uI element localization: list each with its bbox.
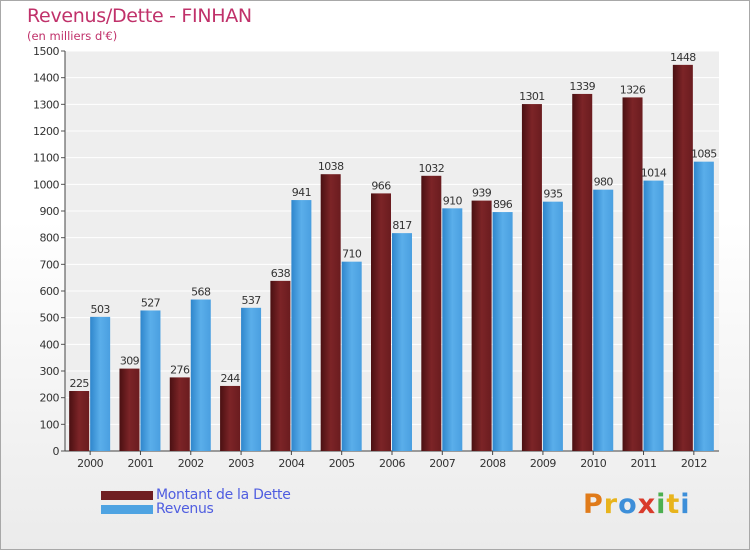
bar-debt <box>270 280 291 451</box>
legend-swatch-debt <box>101 490 153 500</box>
x-tick-label: 2006 <box>379 457 405 470</box>
data-label-revenue: 980 <box>594 176 614 189</box>
x-tick-label: 2008 <box>480 457 506 470</box>
logo-letter: r <box>603 489 619 520</box>
data-label-debt: 1301 <box>519 90 545 103</box>
logo-letter: t <box>666 489 681 520</box>
data-label-debt: 309 <box>120 355 140 368</box>
legend-item-debt: Montant de la Dette <box>101 487 291 503</box>
data-label-debt: 1448 <box>670 51 696 64</box>
data-label-revenue: 1085 <box>691 148 717 161</box>
x-tick-label: 2003 <box>228 457 254 470</box>
legend-label-revenue: Revenus <box>156 501 214 517</box>
bar-debt <box>119 368 140 451</box>
y-tick-label: 0 <box>53 445 60 458</box>
y-tick-label: 800 <box>40 232 60 245</box>
data-label-revenue: 537 <box>241 294 261 307</box>
data-label-revenue: 896 <box>493 198 513 211</box>
y-tick-label: 900 <box>40 205 60 218</box>
chart-subtitle: (en milliers d'€) <box>27 29 118 43</box>
y-tick-label: 700 <box>40 258 60 271</box>
bar-revenue <box>593 189 614 451</box>
data-label-debt: 244 <box>220 372 240 385</box>
x-tick-label: 2005 <box>329 457 355 470</box>
data-label-debt: 225 <box>70 377 90 390</box>
x-tick-label: 2010 <box>580 457 606 470</box>
logo-letter: i <box>680 489 691 520</box>
y-tick-label: 1200 <box>33 125 59 138</box>
x-tick-label: 2007 <box>429 457 455 470</box>
data-label-debt: 1326 <box>620 83 646 96</box>
bar-revenue <box>643 180 664 451</box>
data-label-revenue: 935 <box>543 188 563 201</box>
bar-revenue <box>341 261 362 451</box>
bar-revenue <box>392 233 412 451</box>
legend-item-revenue: Revenus <box>101 501 214 517</box>
bar-revenue <box>90 316 111 451</box>
bar-revenue <box>542 201 563 451</box>
x-tick-label: 2012 <box>681 457 707 470</box>
logo-letter: x <box>637 489 657 520</box>
bar-debt <box>169 377 190 451</box>
x-tick-label: 2001 <box>127 457 153 470</box>
data-label-revenue: 941 <box>292 186 311 199</box>
bar-debt <box>672 64 693 451</box>
bar-revenue <box>291 200 312 451</box>
data-label-revenue: 527 <box>141 296 161 309</box>
bar-debt <box>69 391 90 451</box>
bar-debt <box>371 193 391 451</box>
x-tick-label: 2009 <box>530 457 556 470</box>
logo-letter: P <box>583 489 604 520</box>
data-label-revenue: 503 <box>91 303 111 316</box>
data-label-debt: 1038 <box>318 160 344 173</box>
data-label-debt: 1032 <box>419 162 445 175</box>
bar-revenue <box>190 299 211 451</box>
legend-label-debt: Montant de la Dette <box>156 487 291 503</box>
bar-debt <box>421 175 442 452</box>
y-tick-label: 1300 <box>33 98 59 111</box>
bar-debt <box>471 200 492 451</box>
data-label-revenue: 568 <box>191 286 211 299</box>
data-label-revenue: 910 <box>443 194 463 207</box>
data-label-revenue: 710 <box>342 248 362 261</box>
data-label-revenue: 817 <box>392 219 412 232</box>
bar-debt <box>220 385 241 451</box>
logo-letter: i <box>656 489 667 520</box>
data-label-debt: 939 <box>472 187 492 200</box>
y-tick-label: 600 <box>40 285 60 298</box>
data-label-debt: 276 <box>170 363 190 376</box>
proxiti-logo: Proxiti <box>583 489 691 520</box>
data-label-debt: 638 <box>271 267 291 280</box>
data-label-revenue: 1014 <box>641 167 667 180</box>
bar-revenue <box>241 307 262 451</box>
bar-revenue <box>442 208 463 451</box>
y-tick-label: 1500 <box>33 45 59 58</box>
bar-debt <box>622 97 643 452</box>
x-tick-label: 2002 <box>178 457 204 470</box>
bar-revenue <box>140 310 161 451</box>
x-tick-label: 2000 <box>77 457 103 470</box>
data-label-debt: 1339 <box>569 80 595 93</box>
bar-revenue <box>693 161 714 451</box>
logo-letter: o <box>618 489 638 520</box>
bar-debt <box>521 104 542 452</box>
y-tick-label: 100 <box>40 418 60 431</box>
x-tick-label: 2011 <box>631 457 657 470</box>
bar-revenue <box>492 212 513 451</box>
y-tick-label: 1400 <box>33 72 59 85</box>
bar-debt <box>320 174 341 451</box>
bar-debt <box>572 93 593 451</box>
x-tick-label: 2004 <box>278 457 304 470</box>
data-label-debt: 966 <box>371 179 391 192</box>
y-tick-label: 400 <box>40 338 60 351</box>
y-tick-label: 1000 <box>33 178 59 191</box>
y-tick-label: 300 <box>40 365 60 378</box>
legend-swatch-revenue <box>101 504 153 514</box>
y-tick-label: 1100 <box>33 152 59 165</box>
y-tick-label: 500 <box>40 312 60 325</box>
y-tick-label: 200 <box>40 392 60 405</box>
chart-title: Revenus/Dette - FINHAN <box>27 5 252 27</box>
